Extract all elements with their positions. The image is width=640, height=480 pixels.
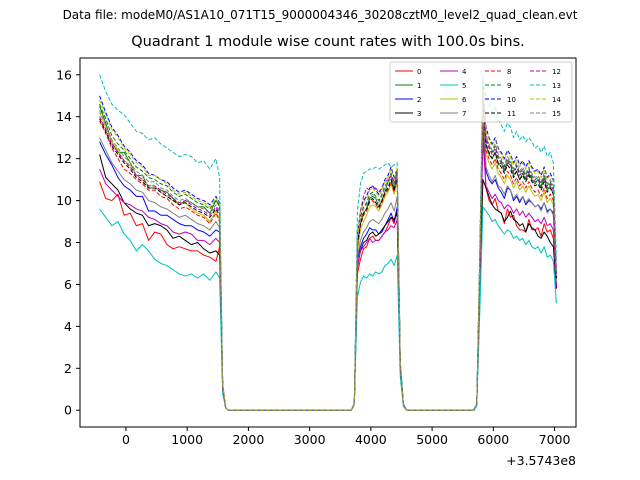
x-tick-label: 4000 <box>355 432 387 447</box>
x-tick-label: 0 <box>122 432 130 447</box>
series-line-8 <box>99 97 557 411</box>
series-line-9 <box>99 78 557 411</box>
legend-label-8: 8 <box>507 68 511 76</box>
x-tick-label: 2000 <box>232 432 264 447</box>
legend-label-15: 15 <box>552 110 561 118</box>
series-line-6 <box>99 95 557 411</box>
series-line-11 <box>99 95 557 411</box>
series-line-5 <box>99 206 557 411</box>
series-line-15 <box>99 93 557 411</box>
legend-label-13: 13 <box>552 82 561 90</box>
series-line-12 <box>99 91 557 411</box>
y-tick-label: 6 <box>64 277 72 292</box>
legend-label-5: 5 <box>462 82 466 90</box>
legend-label-4: 4 <box>462 68 467 76</box>
x-tick-label: 6000 <box>477 432 509 447</box>
legend-label-14: 14 <box>552 96 561 104</box>
y-tick-label: 2 <box>64 361 72 376</box>
y-tick-label: 14 <box>56 109 72 124</box>
legend-box <box>389 61 573 123</box>
series-line-7 <box>99 109 557 411</box>
y-tick-label: 12 <box>56 151 72 166</box>
series-line-3 <box>99 154 557 411</box>
series-line-0 <box>99 126 557 411</box>
y-tick-label: 16 <box>56 67 72 82</box>
y-tick-label: 8 <box>64 235 72 250</box>
x-tick-label: 5000 <box>416 432 448 447</box>
series-line-13 <box>99 74 557 411</box>
y-tick-label: 10 <box>56 193 72 208</box>
legend-label-2: 2 <box>417 96 421 104</box>
legend-label-12: 12 <box>552 68 561 76</box>
series-line-14 <box>99 88 557 411</box>
x-tick-label: 3000 <box>294 432 326 447</box>
legend-label-7: 7 <box>462 110 466 118</box>
x-offset-label: +3.5743e8 <box>506 453 576 468</box>
legend-label-11: 11 <box>507 110 516 118</box>
y-tick-label: 0 <box>64 403 72 418</box>
legend-label-6: 6 <box>462 96 467 104</box>
legend-label-0: 0 <box>417 68 421 76</box>
legend-label-1: 1 <box>417 82 421 90</box>
series-line-2 <box>99 112 557 411</box>
legend-label-10: 10 <box>507 96 516 104</box>
chart-title: Quadrant 1 module wise count rates with … <box>131 34 525 50</box>
y-tick-label: 4 <box>64 319 72 334</box>
legend-label-9: 9 <box>507 82 511 90</box>
x-tick-label: 7000 <box>539 432 571 447</box>
figure-suptitle: Data file: modeM0/AS1A10_071T15_90000043… <box>62 8 578 22</box>
x-tick-label: 1000 <box>171 432 203 447</box>
legend-label-3: 3 <box>417 110 421 118</box>
series-line-4 <box>99 139 557 411</box>
